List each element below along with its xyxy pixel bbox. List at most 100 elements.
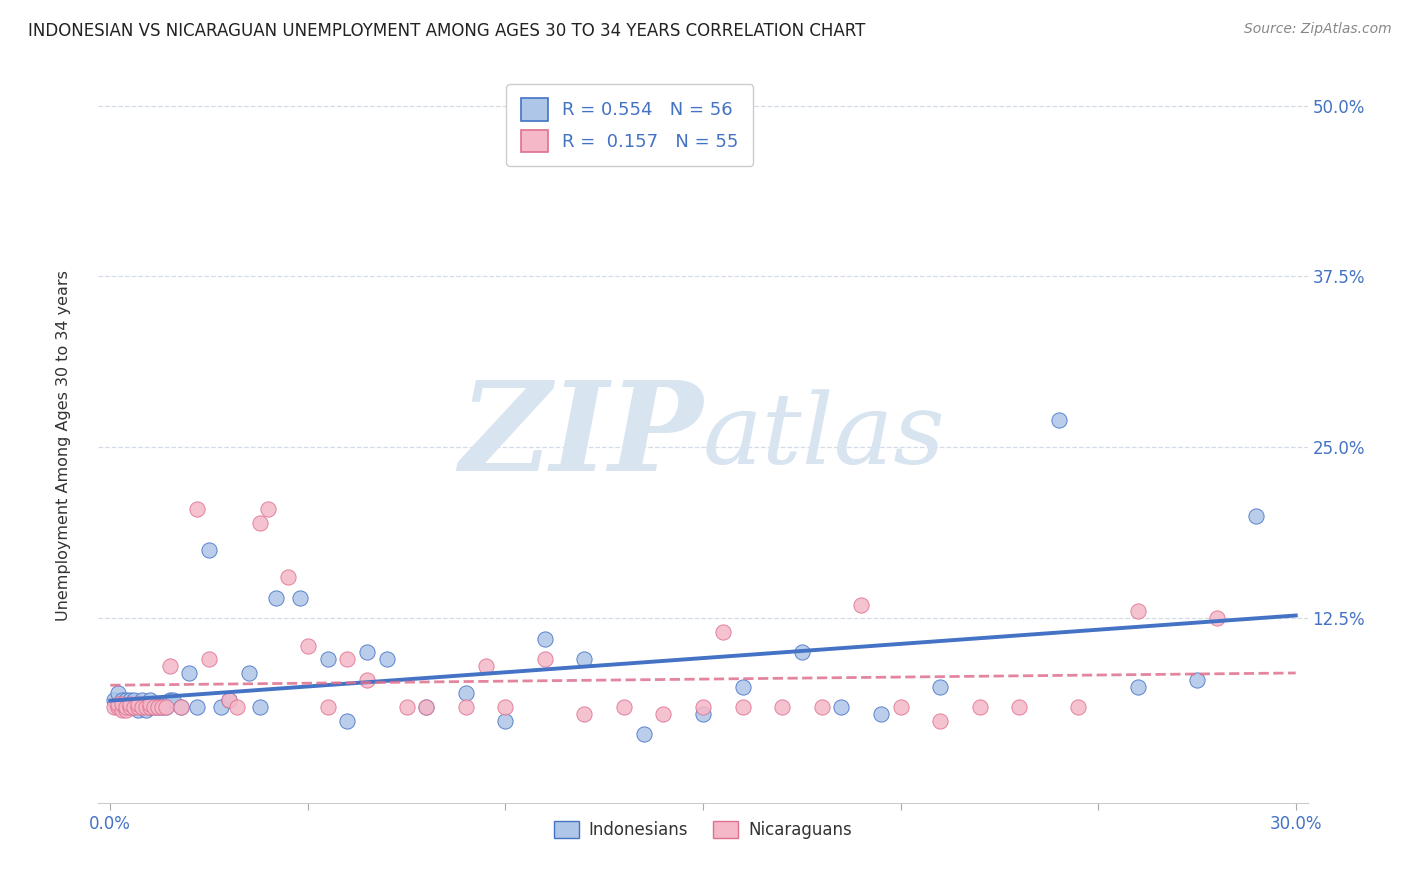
Point: [142, 698, 165, 712]
Point: [218, 693, 240, 707]
Point: [692, 700, 714, 714]
Point: [790, 645, 813, 659]
Point: [375, 652, 398, 666]
Point: [929, 714, 952, 728]
Text: Source: ZipAtlas.com: Source: ZipAtlas.com: [1244, 22, 1392, 37]
Point: [131, 693, 153, 707]
Point: [454, 686, 477, 700]
Point: [534, 652, 557, 666]
Point: [162, 693, 184, 707]
Text: ZIP: ZIP: [460, 376, 703, 498]
Point: [770, 700, 793, 714]
Point: [127, 698, 149, 712]
Point: [633, 727, 655, 741]
Text: INDONESIAN VS NICARAGUAN UNEMPLOYMENT AMONG AGES 30 TO 34 YEARS CORRELATION CHAR: INDONESIAN VS NICARAGUAN UNEMPLOYMENT AM…: [28, 22, 866, 40]
Point: [118, 693, 141, 707]
Point: [1185, 673, 1208, 687]
Point: [869, 706, 891, 721]
Point: [316, 700, 339, 714]
Point: [131, 700, 153, 714]
Text: Unemployment Among Ages 30 to 34 years: Unemployment Among Ages 30 to 34 years: [56, 270, 70, 622]
Point: [1067, 700, 1090, 714]
Point: [731, 680, 754, 694]
Point: [122, 700, 145, 714]
Point: [336, 652, 359, 666]
Point: [139, 700, 162, 714]
Text: atlas: atlas: [703, 390, 946, 484]
Point: [1126, 680, 1149, 694]
Point: [142, 700, 165, 714]
Point: [198, 542, 221, 557]
Point: [118, 700, 141, 714]
Point: [135, 698, 157, 712]
Point: [139, 693, 162, 707]
Point: [146, 700, 169, 714]
Point: [494, 714, 516, 728]
Point: [395, 700, 418, 714]
Point: [155, 700, 177, 714]
Point: [264, 591, 287, 605]
Point: [139, 700, 162, 714]
Point: [249, 700, 271, 714]
Point: [1047, 413, 1070, 427]
Point: [118, 698, 141, 712]
Point: [494, 700, 516, 714]
Point: [257, 501, 280, 516]
Point: [159, 659, 181, 673]
Point: [131, 700, 153, 714]
Point: [277, 570, 299, 584]
Point: [288, 591, 311, 605]
Point: [810, 700, 832, 714]
Point: [135, 700, 157, 714]
Point: [218, 693, 240, 707]
Point: [111, 698, 134, 712]
Point: [146, 700, 169, 714]
Point: [115, 703, 138, 717]
Point: [534, 632, 557, 646]
Point: [111, 703, 134, 717]
Point: [454, 700, 477, 714]
Point: [142, 700, 165, 714]
Point: [139, 698, 162, 712]
Point: [969, 700, 991, 714]
Point: [155, 700, 177, 714]
Point: [415, 700, 437, 714]
Point: [711, 624, 734, 639]
Point: [415, 700, 437, 714]
Point: [103, 700, 125, 714]
Point: [574, 706, 596, 721]
Point: [186, 501, 208, 516]
Point: [150, 700, 173, 714]
Point: [1244, 508, 1267, 523]
Point: [115, 693, 138, 707]
Point: [849, 598, 872, 612]
Point: [890, 700, 912, 714]
Point: [1008, 700, 1031, 714]
Point: [186, 700, 208, 714]
Point: [115, 700, 138, 714]
Point: [111, 693, 134, 707]
Point: [122, 693, 145, 707]
Point: [356, 645, 378, 659]
Point: [103, 693, 125, 707]
Point: [652, 706, 675, 721]
Point: [127, 700, 149, 714]
Point: [118, 700, 141, 714]
Point: [115, 700, 138, 714]
Point: [225, 700, 247, 714]
Point: [107, 686, 129, 700]
Point: [135, 703, 157, 717]
Point: [1205, 611, 1227, 625]
Point: [731, 700, 754, 714]
Point: [198, 652, 221, 666]
Point: [574, 652, 596, 666]
Point: [127, 703, 149, 717]
Point: [179, 665, 201, 680]
Point: [159, 693, 181, 707]
Point: [170, 700, 193, 714]
Point: [107, 700, 129, 714]
Point: [122, 700, 145, 714]
Point: [474, 659, 496, 673]
Point: [1126, 604, 1149, 618]
Point: [297, 639, 319, 653]
